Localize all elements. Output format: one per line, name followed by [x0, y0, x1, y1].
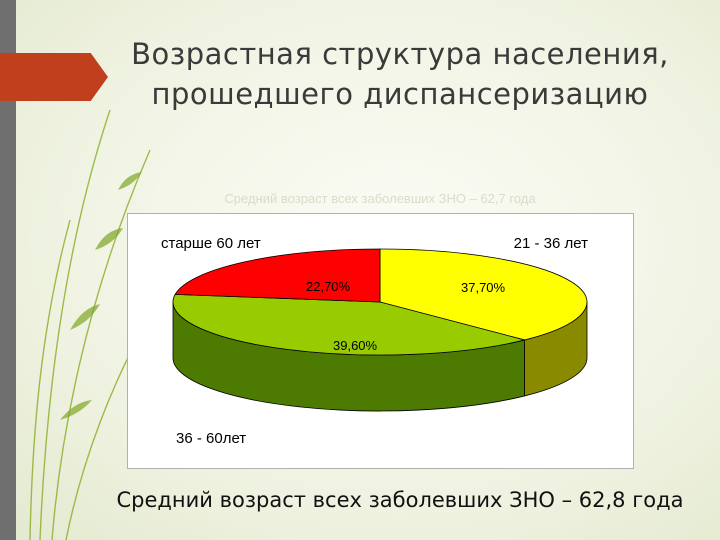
pie-slice-36-60	[172, 293, 525, 356]
category-label-36-60: 36 - 60лет	[176, 430, 246, 447]
title-marker-tab	[0, 53, 108, 101]
data-label-36-60: 39,60%	[333, 338, 378, 353]
pie-slice-over-60	[174, 248, 381, 303]
slide-title: Возрастная структура населения, прошедше…	[120, 34, 680, 114]
data-label-21-36: 37,70%	[461, 280, 506, 295]
pie-slice-21-36	[379, 248, 588, 341]
title-line-1: Возрастная структура населения,	[131, 37, 669, 71]
data-label-over-60: 22,70%	[306, 279, 351, 294]
left-accent-bar	[0, 0, 16, 540]
pie-chart: 37,70% 21 - 36 лет 39,60% 36 - 60лет 22,70% с…	[161, 235, 588, 447]
pie-chart-frame: 37,70% 21 - 36 лет 39,60% 36 - 60лет 22,70% с…	[127, 213, 634, 469]
category-label-21-36: 21 - 36 лет	[514, 235, 588, 252]
title-line-2: прошедшего диспансеризацию	[151, 77, 649, 111]
category-label-over-60: старше 60 лет	[161, 235, 261, 252]
footer-caption: Средний возраст всех заболевших ЗНО – 62…	[116, 488, 684, 512]
ghost-subtitle: Средний возраст всех заболевших ЗНО – 62…	[224, 191, 536, 206]
